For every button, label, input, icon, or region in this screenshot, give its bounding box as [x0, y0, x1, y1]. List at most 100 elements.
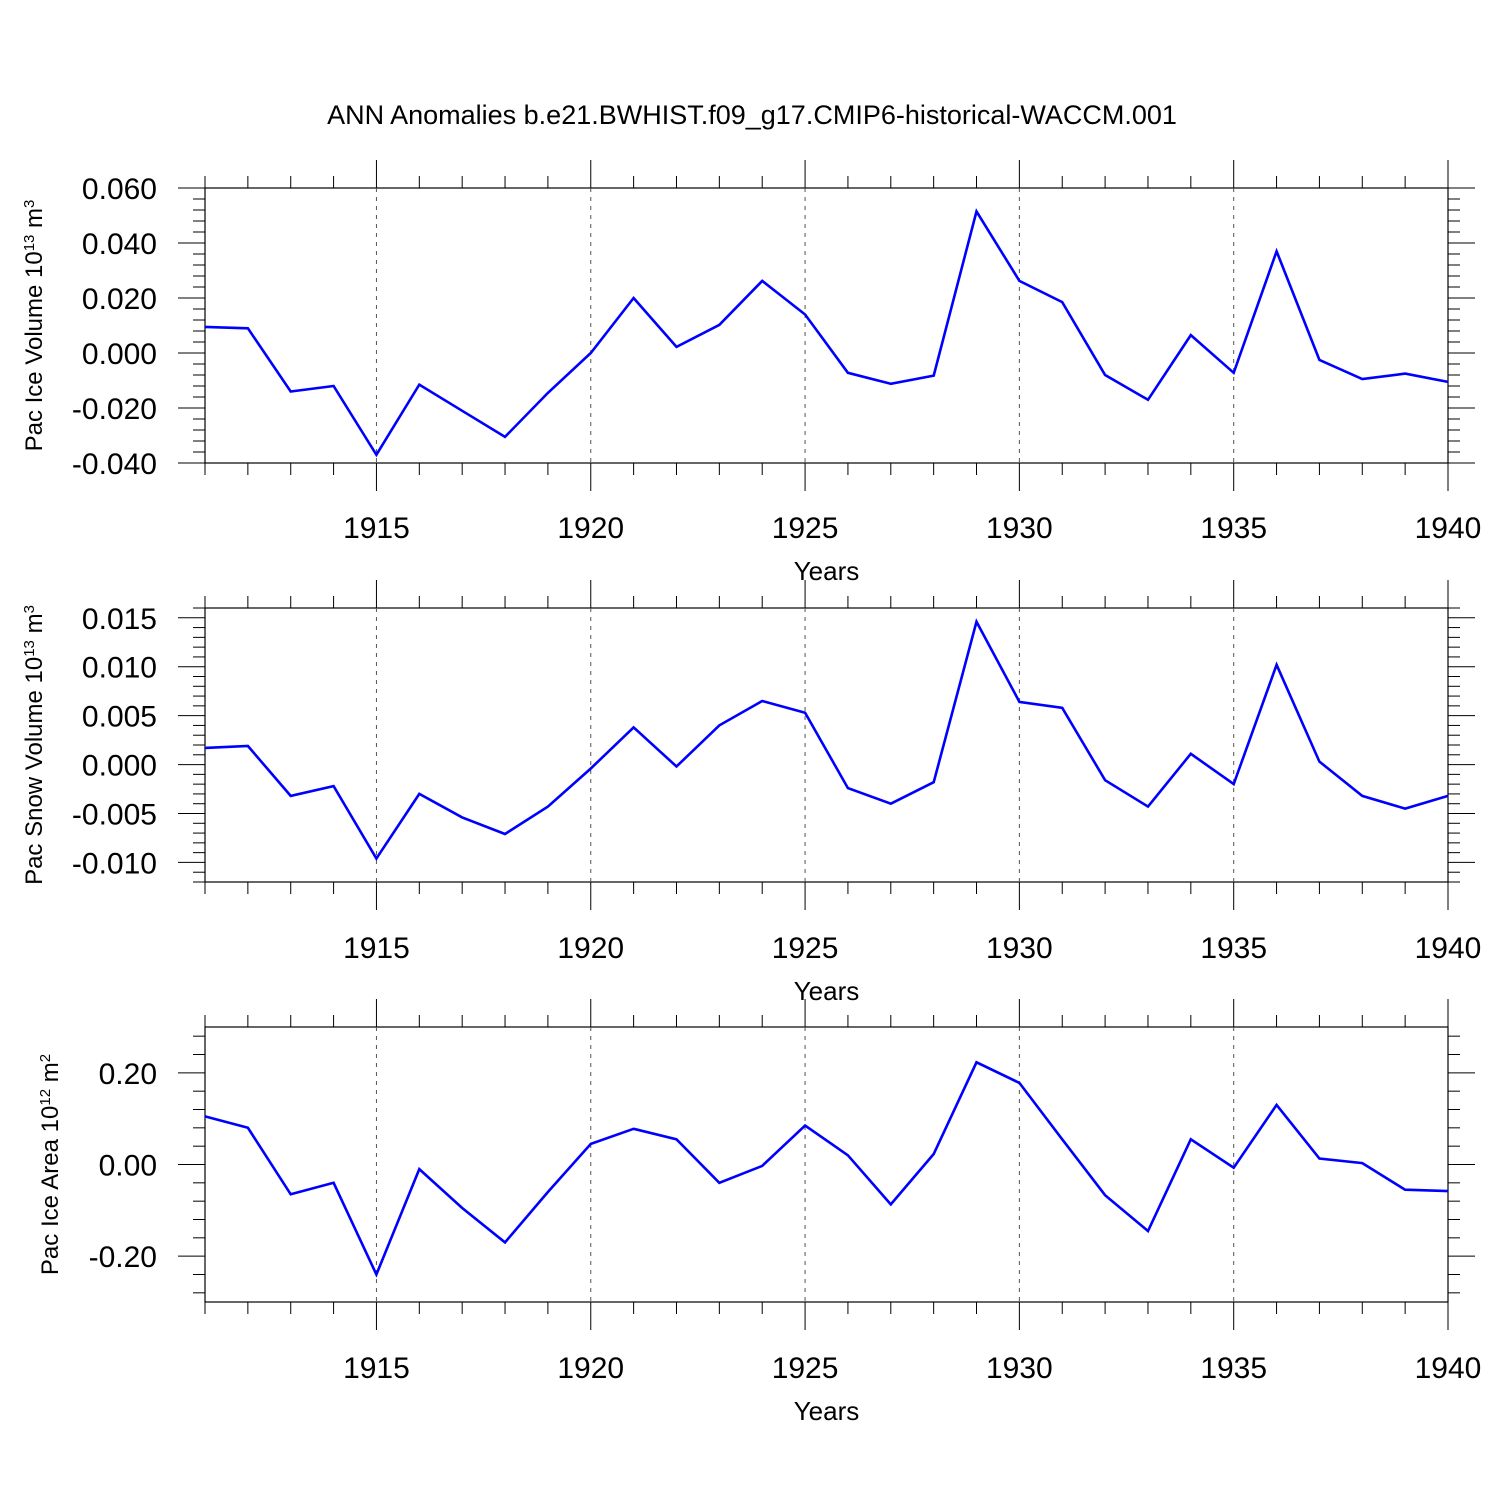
x-axis-label: Years — [794, 1396, 860, 1426]
data-point — [332, 384, 336, 388]
data-point — [1146, 398, 1150, 402]
data-point — [674, 345, 678, 349]
data-point — [460, 815, 464, 819]
data-point — [503, 1240, 507, 1244]
data-point — [289, 1192, 293, 1196]
data-point — [632, 1127, 636, 1131]
panel-1: -0.040 -0.020 0.000 0.020 0.040 0.060 1915 1920… — [21, 160, 1482, 586]
data-point — [589, 351, 593, 355]
x-tick-label: 1940 — [1415, 1352, 1482, 1385]
y-tick-label: -0.005 — [72, 799, 157, 832]
data-point — [546, 805, 550, 809]
x-tick-label: 1930 — [986, 1352, 1053, 1385]
data-point — [1360, 794, 1364, 798]
data-point — [717, 723, 721, 727]
data-point — [203, 325, 207, 329]
data-point — [1146, 1229, 1150, 1233]
data-point — [674, 1137, 678, 1141]
y-axis-label: Pac Ice Area 1012 m2 — [37, 1054, 65, 1275]
y-tick-label: 0.010 — [82, 652, 157, 685]
x-tick-label: 1920 — [557, 1352, 624, 1385]
data-point — [1146, 805, 1150, 809]
panel-3: -0.20 0.00 0.20 1915 1920 1925 1930 1935 1940 Yea… — [37, 999, 1482, 1426]
series-line — [204, 1060, 1449, 1278]
data-point — [932, 1152, 936, 1156]
data-point — [889, 802, 893, 806]
data-point — [632, 725, 636, 729]
x-tick-label: 1925 — [772, 932, 839, 965]
data-point — [674, 765, 678, 769]
x-tick-label: 1940 — [1415, 512, 1482, 545]
data-point — [374, 1273, 378, 1277]
data-point — [546, 1190, 550, 1194]
y-tick-label: 0.040 — [82, 228, 157, 261]
data-point — [975, 209, 979, 213]
data-point — [203, 1114, 207, 1118]
plot-frame — [204, 187, 1449, 464]
data-point — [1275, 249, 1279, 253]
data-point — [1232, 1166, 1236, 1170]
x-tick-label: 1925 — [772, 512, 839, 545]
data-point — [889, 382, 893, 386]
data-point — [1060, 1137, 1064, 1141]
data-point — [1360, 377, 1364, 381]
panel-2: -0.010 -0.005 0.000 0.005 0.010 0.015 1915 1920… — [21, 580, 1481, 1006]
x-tick-label: 1915 — [343, 932, 410, 965]
data-point — [889, 1202, 893, 1206]
y-tick-label: 0.060 — [82, 173, 157, 206]
data-point — [246, 1126, 250, 1130]
data-point — [1317, 358, 1321, 362]
chart-panels: -0.040 -0.020 0.000 0.020 0.040 0.060 1915 1920… — [21, 160, 1482, 1426]
data-point — [717, 1181, 721, 1185]
y-tick-label: -0.20 — [89, 1241, 157, 1274]
data-point — [289, 390, 293, 394]
data-point — [760, 1164, 764, 1168]
data-point — [417, 383, 421, 387]
x-tick-label: 1935 — [1200, 932, 1267, 965]
data-point — [803, 711, 807, 715]
data-point — [1403, 372, 1407, 376]
figure-title: ANN Anomalies b.e21.BWHIST.f09_g17.CMIP6… — [327, 100, 1177, 130]
data-point — [846, 371, 850, 375]
y-tick-label: -0.010 — [72, 847, 157, 880]
x-tick-label: 1920 — [557, 932, 624, 965]
data-point — [246, 744, 250, 748]
x-axis-label: Years — [794, 556, 860, 586]
y-axis-label: Pac Snow Volume 1013 m3 — [21, 605, 49, 885]
x-axis-label: Years — [794, 976, 860, 1006]
x-tick-label: 1925 — [772, 1352, 839, 1385]
series-line — [204, 618, 1449, 861]
data-point — [417, 792, 421, 796]
data-point — [1232, 371, 1236, 375]
data-point — [632, 296, 636, 300]
data-point — [460, 409, 464, 413]
data-point — [1060, 706, 1064, 710]
x-tick-label: 1915 — [343, 1352, 410, 1385]
x-tick-label: 1935 — [1200, 1352, 1267, 1385]
data-point — [332, 784, 336, 788]
data-point — [1446, 794, 1450, 798]
data-point — [1017, 1081, 1021, 1085]
x-tick-label: 1915 — [343, 512, 410, 545]
data-point — [932, 780, 936, 784]
x-tick-label: 1930 — [986, 512, 1053, 545]
data-point — [1403, 1188, 1407, 1192]
data-point — [1275, 1103, 1279, 1107]
data-point — [503, 435, 507, 439]
data-point — [1317, 1157, 1321, 1161]
data-point — [1103, 373, 1107, 377]
data-point — [1103, 1193, 1107, 1197]
y-tick-label: 0.00 — [99, 1150, 157, 1183]
series-line — [204, 208, 1449, 458]
data-point — [374, 857, 378, 861]
data-point — [1317, 760, 1321, 764]
data-point — [589, 1142, 593, 1146]
data-point — [717, 323, 721, 327]
data-point — [460, 1206, 464, 1210]
x-tick-label: 1920 — [557, 512, 624, 545]
data-point — [1446, 1189, 1450, 1193]
data-point — [1360, 1161, 1364, 1165]
data-point — [1446, 380, 1450, 384]
data-point — [1232, 782, 1236, 786]
